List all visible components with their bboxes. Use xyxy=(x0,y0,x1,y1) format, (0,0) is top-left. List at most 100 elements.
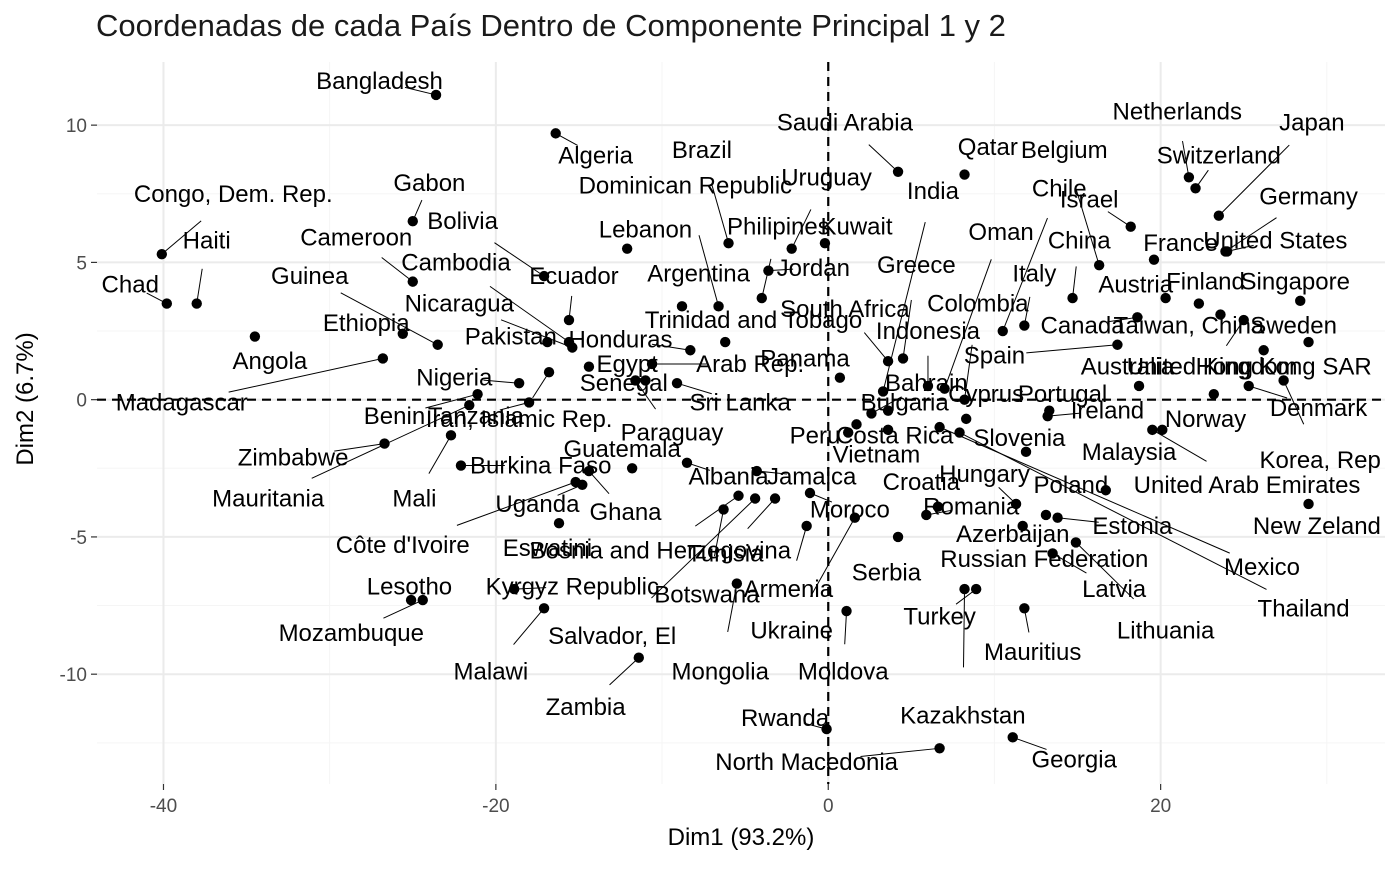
data-point xyxy=(634,653,644,663)
data-point xyxy=(959,584,969,594)
point-label: Pakistan xyxy=(465,324,557,351)
data-point xyxy=(750,493,760,503)
point-label: Uruguay xyxy=(781,164,872,191)
point-label: Denmark xyxy=(1270,395,1368,422)
label-leader-line xyxy=(610,658,639,685)
data-point xyxy=(1112,340,1122,350)
data-point xyxy=(1244,381,1254,391)
data-point xyxy=(971,584,981,594)
y-tick-label: -5 xyxy=(70,528,87,549)
point-label: Estonia xyxy=(1092,513,1173,540)
point-label: Finland xyxy=(1166,269,1245,296)
point-label: Arab Rep. xyxy=(696,351,804,378)
y-tick-label: -10 xyxy=(60,665,87,686)
point-label: Bosnia and Herzegovina xyxy=(530,538,792,565)
data-point xyxy=(898,353,908,363)
point-label: Canada xyxy=(1040,313,1125,340)
point-label: India xyxy=(907,178,960,205)
point-label: Uganda xyxy=(495,491,580,518)
point-label: Belgium xyxy=(1021,137,1108,164)
data-point xyxy=(893,167,903,177)
point-label: Georgia xyxy=(1032,746,1118,773)
point-label: Nicaragua xyxy=(405,291,515,318)
y-axis-label: Dim2 (6.7%) xyxy=(12,332,39,465)
data-point xyxy=(379,438,389,448)
point-label: Ethiopia xyxy=(323,310,410,337)
data-point xyxy=(841,606,851,616)
data-point xyxy=(733,491,743,501)
point-label: Serbia xyxy=(852,560,922,587)
point-label: Mali xyxy=(392,485,436,512)
point-label: Italy xyxy=(1012,260,1056,287)
x-tick-label: 0 xyxy=(823,796,834,817)
label-leader-line xyxy=(762,259,771,298)
point-label: Costa Rica xyxy=(836,422,954,449)
point-label: Jordan xyxy=(777,255,850,282)
data-point xyxy=(456,460,466,470)
point-label: New Zeland xyxy=(1253,513,1381,540)
point-label: Malawi xyxy=(454,658,529,685)
point-label: Brazil xyxy=(672,137,732,164)
point-label: Taiwan, China xyxy=(1114,313,1265,340)
point-label: Ecuador xyxy=(529,263,618,290)
point-label: Guinea xyxy=(271,263,349,290)
data-point xyxy=(718,504,728,514)
data-point xyxy=(1209,389,1219,399)
data-point xyxy=(1067,293,1077,303)
label-leader-line xyxy=(1026,345,1117,353)
point-label: Thailand xyxy=(1258,595,1350,622)
data-point xyxy=(720,337,730,347)
y-tick-label: 10 xyxy=(66,116,87,137)
point-label: Bangladesh xyxy=(316,68,443,95)
point-label: Trinidad and Tobago xyxy=(645,307,863,334)
data-point xyxy=(192,298,202,308)
data-point xyxy=(1214,211,1224,221)
point-label: Russian Federation xyxy=(940,546,1148,573)
data-point xyxy=(961,414,971,424)
x-axis-label: Dim1 (93.2%) xyxy=(668,824,815,851)
point-label: Mauritania xyxy=(212,485,325,512)
data-point xyxy=(250,331,260,341)
point-label: Moldova xyxy=(798,658,889,685)
data-point xyxy=(786,243,796,253)
y-tick-label: 5 xyxy=(76,253,87,274)
point-label: Ghana xyxy=(589,499,662,526)
point-label: North Macedonia xyxy=(715,749,898,776)
point-label: Salvador, El xyxy=(548,623,676,650)
point-label: Australia xyxy=(1081,354,1175,381)
data-point xyxy=(998,326,1008,336)
point-label: Cambodia xyxy=(401,249,511,276)
point-label: Gabon xyxy=(393,170,465,197)
point-label: Honduras xyxy=(568,326,672,353)
data-point xyxy=(1194,298,1204,308)
data-point xyxy=(893,532,903,542)
data-point xyxy=(1019,603,1029,613)
label-leader-line xyxy=(748,498,775,528)
y-tick-label: 0 xyxy=(76,391,87,412)
data-point xyxy=(1126,222,1136,232)
point-label: Kuwait xyxy=(820,214,892,241)
point-label: Mozambuque xyxy=(279,620,424,647)
label-leader-line xyxy=(869,145,898,172)
data-point xyxy=(550,128,560,138)
data-point xyxy=(883,356,893,366)
data-point xyxy=(835,373,845,383)
data-point xyxy=(378,353,388,363)
point-label: Chile xyxy=(1032,175,1087,202)
point-label: Guatemala xyxy=(563,436,681,463)
point-label: Kyrgyz Republic xyxy=(486,573,659,600)
point-label: United States xyxy=(1203,227,1347,254)
point-label: Argentina xyxy=(647,260,750,287)
point-label: Philipines xyxy=(727,214,830,241)
point-label: Angola xyxy=(232,348,307,375)
x-tick-label: -40 xyxy=(150,796,177,817)
x-tick-label: 20 xyxy=(1150,796,1171,817)
point-label: Mexico xyxy=(1224,554,1300,581)
point-label: Senegal xyxy=(580,370,668,397)
point-label: Cameroon xyxy=(300,225,412,252)
point-label: Benin xyxy=(364,403,425,430)
point-label: Dominican Republic xyxy=(579,173,792,200)
data-point xyxy=(1008,732,1018,742)
